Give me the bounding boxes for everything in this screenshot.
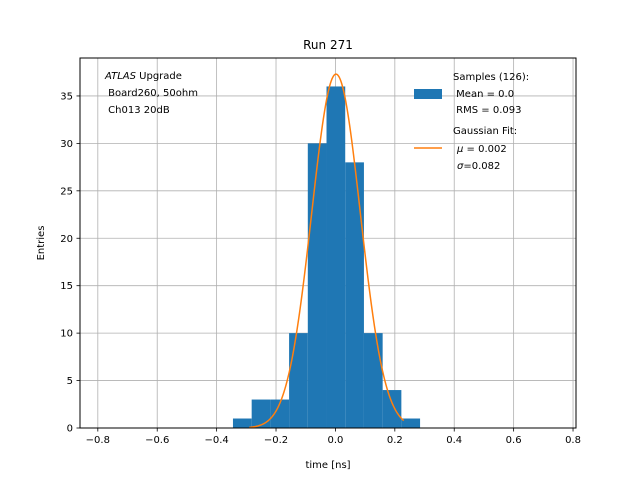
x-tick-label: −0.6 [145, 435, 169, 446]
histogram-bar [382, 390, 402, 428]
y-tick-label: 20 [60, 234, 73, 245]
histogram-bar [345, 162, 364, 428]
y-tick-label: 10 [60, 329, 73, 340]
histogram-bar [363, 333, 383, 428]
x-tick-label: −0.2 [264, 435, 288, 446]
x-tick-label: 0.0 [327, 435, 343, 446]
y-axis-label: Entries [36, 226, 47, 261]
x-tick-label: −0.8 [86, 435, 110, 446]
legend-mu-value: = 0.002 [463, 144, 506, 155]
legend-mu-symbol: μ [456, 144, 463, 155]
x-tick-label: 0.8 [565, 435, 581, 446]
legend-fit-mu: μ = 0.002 [456, 144, 507, 155]
histogram-bar [326, 86, 346, 428]
annotation-line-2: Board260, 50ohm [105, 88, 198, 99]
tick-layer: −0.8 −0.6 −0.4 −0.2 0.0 0.2 0.4 0.6 0.8 0 5 10 15 20 2… [60, 91, 581, 446]
histogram-bar [289, 333, 308, 428]
y-tick-label: 5 [67, 376, 73, 387]
legend-fit-sigma: σ=0.082 [457, 161, 500, 172]
plot-frame [79, 57, 577, 429]
histogram-bar [251, 399, 271, 428]
legend-samples-swatch [414, 89, 442, 99]
y-tick-label: 25 [60, 186, 73, 197]
legend-samples-title: Samples (126): [453, 72, 529, 83]
annotation-upgrade: Upgrade [136, 71, 182, 82]
annotation-line-1: ATLAS Upgrade [104, 71, 182, 82]
x-tick-label: −0.4 [204, 435, 228, 446]
y-tick-label: 30 [60, 139, 73, 150]
histogram-bar [232, 418, 252, 428]
x-axis-label: time [ns] [305, 460, 350, 471]
x-tick-label: 0.6 [506, 435, 522, 446]
legend-sigma-value: =0.082 [463, 161, 500, 172]
y-tick-label: 0 [67, 424, 73, 435]
legend-fit-title: Gaussian Fit: [453, 126, 517, 137]
fit-layer [249, 73, 405, 429]
x-tick-label: 0.4 [446, 435, 462, 446]
bar-layer [232, 86, 421, 428]
gaussian-fit-line [249, 73, 405, 429]
y-tick-label: 15 [60, 281, 73, 292]
x-tick-label: 0.2 [387, 435, 403, 446]
legend: Samples (126): Mean = 0.0 RMS = 0.093 Ga… [414, 72, 529, 172]
chart-title: Run 271 [303, 38, 353, 52]
histogram-bar [270, 399, 290, 428]
annotation-atlas: ATLAS [104, 71, 137, 82]
legend-samples-rms: RMS = 0.093 [453, 105, 521, 116]
y-tick-label: 35 [60, 91, 73, 102]
legend-samples-mean: Mean = 0.0 [453, 89, 514, 100]
histogram-bar [401, 418, 421, 428]
annotation-line-3: Ch013 20dB [105, 105, 170, 116]
histogram-bar [307, 143, 327, 428]
experiment-annotation: ATLAS Upgrade Board260, 50ohm Ch013 20dB [104, 71, 198, 116]
legend-sigma-symbol: σ [457, 161, 464, 172]
